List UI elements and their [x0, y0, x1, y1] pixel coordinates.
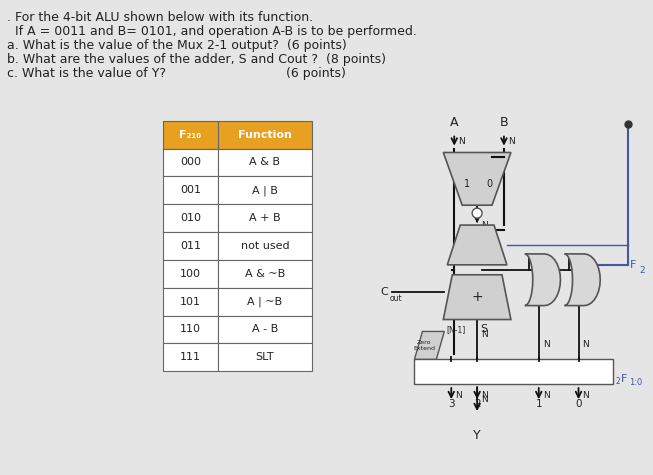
Bar [217, 204, 312, 232]
Text: 2: 2 [639, 266, 645, 276]
Text: N: N [582, 340, 589, 349]
Text: N: N [485, 277, 492, 286]
Text: Y: Y [473, 429, 481, 442]
Text: N: N [543, 340, 549, 349]
Text: A + B: A + B [249, 213, 281, 223]
Text: F: F [630, 260, 637, 270]
Bar [163, 232, 217, 260]
Text: A & B: A & B [249, 157, 280, 168]
Text: Zero
Extend: Zero Extend [413, 340, 436, 351]
Polygon shape [443, 152, 511, 205]
Text: 1:0: 1:0 [629, 378, 643, 387]
Text: A & ~B: A & ~B [245, 269, 285, 279]
Polygon shape [525, 254, 560, 305]
Text: 1: 1 [535, 399, 542, 409]
Text: 110: 110 [180, 324, 201, 334]
Text: 0: 0 [486, 179, 492, 189]
Text: b. What are the values of the adder, S and Cout ?  (8 points): b. What are the values of the adder, S a… [7, 53, 386, 66]
Bar [217, 288, 312, 315]
Bar [217, 149, 312, 176]
Text: N: N [458, 137, 465, 146]
Text: SLT: SLT [255, 352, 274, 362]
Text: +: + [471, 290, 483, 304]
Text: . For the 4-bit ALU shown below with its function.: . For the 4-bit ALU shown below with its… [7, 11, 313, 24]
Text: N: N [481, 395, 488, 404]
Text: N: N [508, 137, 515, 146]
Text: F: F [621, 374, 628, 384]
Text: N: N [582, 390, 589, 399]
Text: 101: 101 [180, 296, 201, 307]
Text: F₂₁₀: F₂₁₀ [179, 130, 201, 140]
Bar [163, 343, 217, 371]
Text: 111: 111 [180, 352, 201, 362]
Bar [217, 343, 312, 371]
Bar [217, 315, 312, 343]
Text: N: N [455, 390, 462, 399]
Circle shape [472, 208, 482, 218]
Text: A: A [450, 115, 458, 129]
Text: c. What is the value of Y?                              (6 points): c. What is the value of Y? (6 points) [7, 67, 345, 80]
Text: 1: 1 [464, 179, 470, 189]
Polygon shape [447, 225, 507, 265]
Polygon shape [565, 254, 600, 305]
Polygon shape [443, 275, 511, 320]
Text: 100: 100 [180, 269, 201, 279]
Bar [163, 149, 217, 176]
Text: 3: 3 [448, 399, 454, 409]
Text: 0: 0 [575, 399, 582, 409]
Bar [163, 204, 217, 232]
Bar [217, 232, 312, 260]
Bar [163, 315, 217, 343]
Text: Function: Function [238, 130, 292, 140]
Text: A | B: A | B [252, 185, 278, 196]
Bar [163, 288, 217, 315]
Bar [163, 260, 217, 288]
Bar [217, 121, 312, 149]
Text: 000: 000 [180, 157, 201, 168]
Text: S: S [480, 324, 487, 334]
Text: [N-1]: [N-1] [446, 325, 465, 334]
Text: N: N [481, 390, 488, 399]
Text: N: N [481, 330, 488, 339]
Text: N: N [481, 220, 488, 229]
Text: a. What is the value of the Mux 2-1 output?  (6 points): a. What is the value of the Mux 2-1 outp… [7, 39, 347, 52]
Text: If A = 0011 and B= 0101, and operation A-B is to be performed.: If A = 0011 and B= 0101, and operation A… [7, 25, 417, 38]
Text: 001: 001 [180, 185, 201, 195]
Text: C: C [380, 287, 388, 297]
Text: 011: 011 [180, 241, 201, 251]
Text: 2: 2 [474, 399, 481, 409]
Text: out: out [390, 294, 402, 303]
Text: N: N [543, 390, 549, 399]
Text: 010: 010 [180, 213, 201, 223]
Bar [163, 121, 217, 149]
Polygon shape [415, 332, 444, 359]
Bar [415, 359, 613, 384]
Text: not used: not used [240, 241, 289, 251]
Bar [217, 176, 312, 204]
Text: A | ~B: A | ~B [247, 296, 283, 307]
Text: B: B [500, 115, 508, 129]
Text: 2: 2 [615, 377, 620, 386]
Bar [163, 176, 217, 204]
Text: A - B: A - B [252, 324, 278, 334]
Bar [217, 260, 312, 288]
